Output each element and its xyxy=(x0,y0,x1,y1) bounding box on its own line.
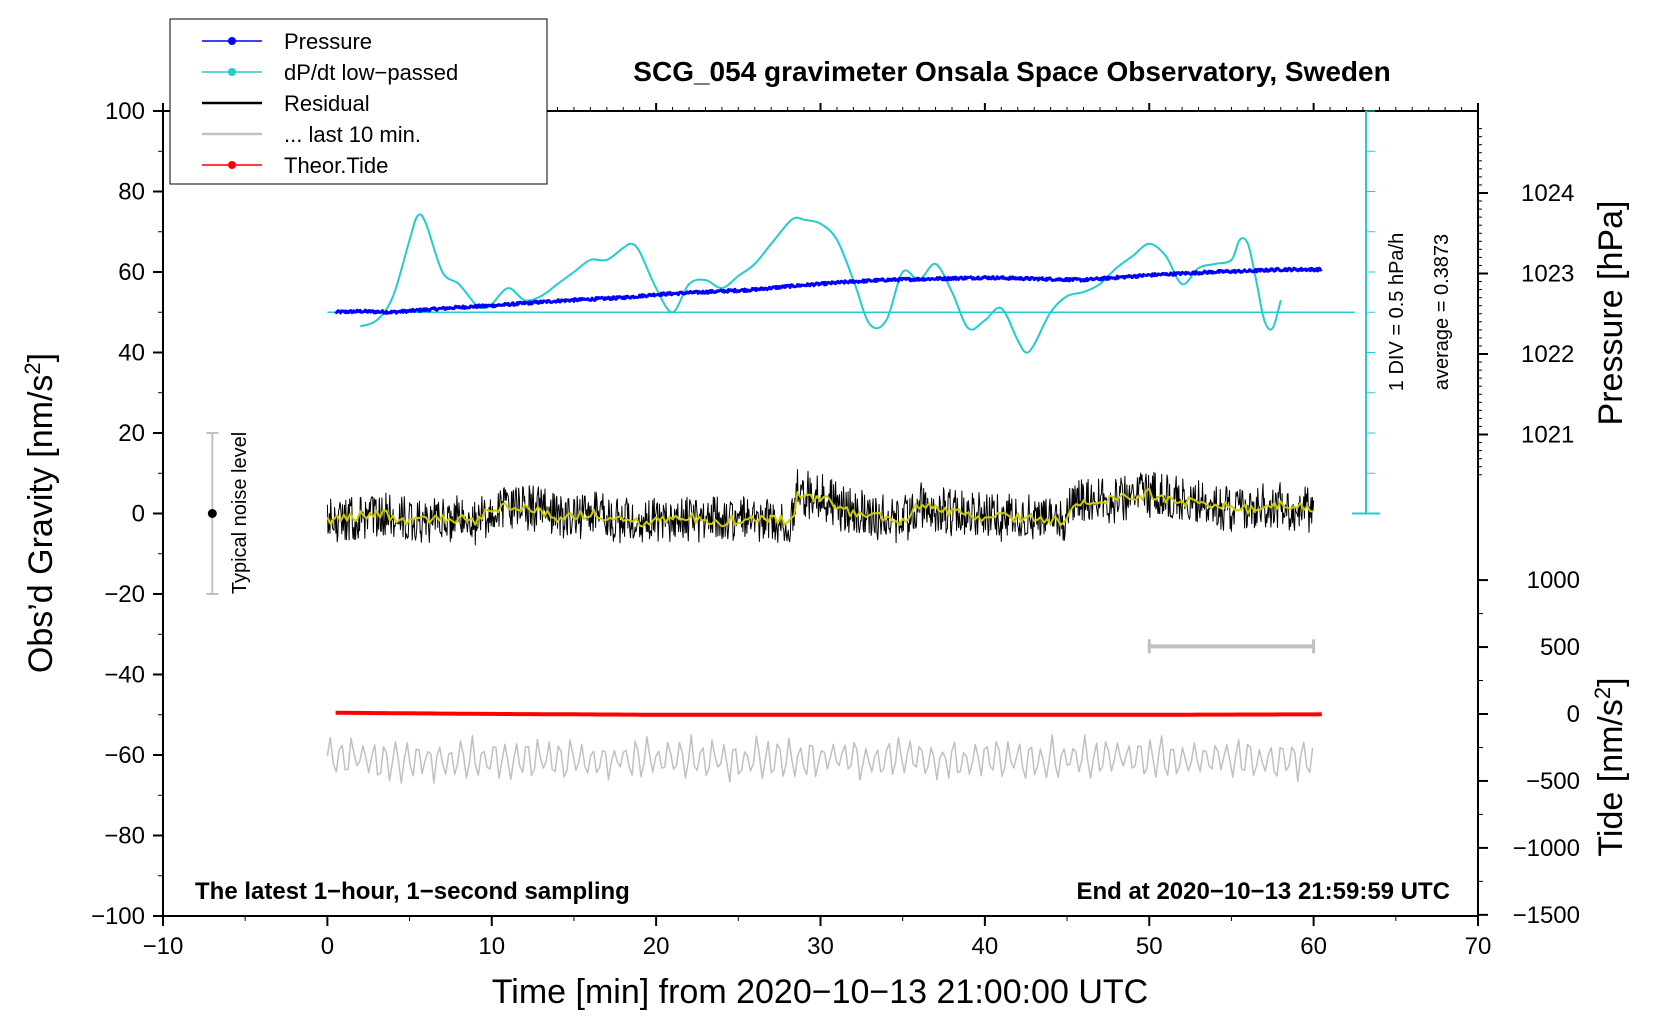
legend-label: ... last 10 min. xyxy=(284,122,421,147)
y-tick-label: −20 xyxy=(104,581,145,608)
tide-axis-title: Tide [nm/s2] xyxy=(1590,677,1630,856)
legend-label: dP/dt low−passed xyxy=(284,60,458,85)
legend-label: Pressure xyxy=(284,29,372,54)
pressure-series-line xyxy=(334,266,1323,315)
tide-tick-label: 500 xyxy=(1540,634,1580,661)
tide-tick-label: −1500 xyxy=(1513,902,1580,929)
residual-smoothed-line xyxy=(326,487,1314,528)
x-tick-label: 10 xyxy=(478,933,505,960)
tide-tick-label: 0 xyxy=(1567,701,1580,728)
tide-tick-label: −1000 xyxy=(1513,835,1580,862)
x-tick-label: 50 xyxy=(1136,933,1163,960)
x-tick-label: 70 xyxy=(1465,933,1492,960)
y-tick-label: 20 xyxy=(118,420,145,447)
y-tick-label: −40 xyxy=(104,662,145,689)
legend-box xyxy=(169,18,548,185)
x-tick-label: 60 xyxy=(1300,933,1327,960)
legend-items: Pressure dP/dt low−passed Residual ... last… xyxy=(202,29,458,178)
last10-series-line xyxy=(326,734,1314,784)
legend-marker xyxy=(228,161,236,169)
noise-level-label: Typical noise level xyxy=(229,432,251,594)
x-tick-label: 0 xyxy=(321,933,334,960)
y-tick-label: 100 xyxy=(105,98,145,125)
pressure-tick-label: 1023 xyxy=(1521,261,1574,288)
x-tick-label: 30 xyxy=(807,933,834,960)
pressure-axis-title: Pressure [hPa] xyxy=(1592,201,1630,426)
noise-bar-dot xyxy=(207,509,217,518)
chart-title: SCG_054 gravimeter Onsala Space Observat… xyxy=(633,56,1390,87)
x-axis-title: Time [min] from 2020−10−13 21:00:00 UTC xyxy=(492,973,1148,1011)
legend-marker xyxy=(228,68,236,76)
pressure-tick-label: 1024 xyxy=(1521,180,1574,207)
legend: Pressure dP/dt low−passed Residual ... last… xyxy=(169,18,548,185)
legend-marker xyxy=(228,37,236,45)
x-tick-label: 40 xyxy=(972,933,999,960)
y-tick-label: 0 xyxy=(132,501,145,528)
y-tick-label: −100 xyxy=(91,903,145,930)
y-tick-label: 80 xyxy=(118,179,145,206)
y-tick-label: −60 xyxy=(104,742,145,769)
series-layer xyxy=(206,110,1380,784)
legend-label: Residual xyxy=(284,91,370,116)
pressure-tick-label: 1021 xyxy=(1521,422,1574,449)
dpdt-average-label: average = 0.3873 xyxy=(1431,234,1453,390)
y-tick-label: 60 xyxy=(118,259,145,286)
residual-series-line xyxy=(326,469,1315,546)
x-tick-label: −10 xyxy=(143,933,184,960)
dpdt-scale-label: 1 DIV = 0.5 hPa/h xyxy=(1386,233,1408,391)
y-tick-label: 40 xyxy=(118,340,145,367)
y-axis-title: Obs’d Gravity [nm/s2] xyxy=(20,353,60,673)
tide-tick-label: 1000 xyxy=(1527,567,1580,594)
end-time-note: End at 2020−10−13 21:59:59 UTC xyxy=(1076,878,1450,905)
axis-ticks: −10 0 10 20 30 40 50 60 70−100−80−60−40−20020406… xyxy=(91,98,1580,960)
pressure-tick-label: 1022 xyxy=(1521,341,1574,368)
legend-label: Theor.Tide xyxy=(284,153,388,178)
tide-series-line xyxy=(335,710,1322,717)
y-tick-label: −80 xyxy=(104,823,145,850)
dpdt-series-line xyxy=(359,213,1282,354)
x-tick-label: 20 xyxy=(643,933,670,960)
tide-tick-label: −500 xyxy=(1526,768,1580,795)
sampling-note: The latest 1−hour, 1−second sampling xyxy=(195,878,630,905)
